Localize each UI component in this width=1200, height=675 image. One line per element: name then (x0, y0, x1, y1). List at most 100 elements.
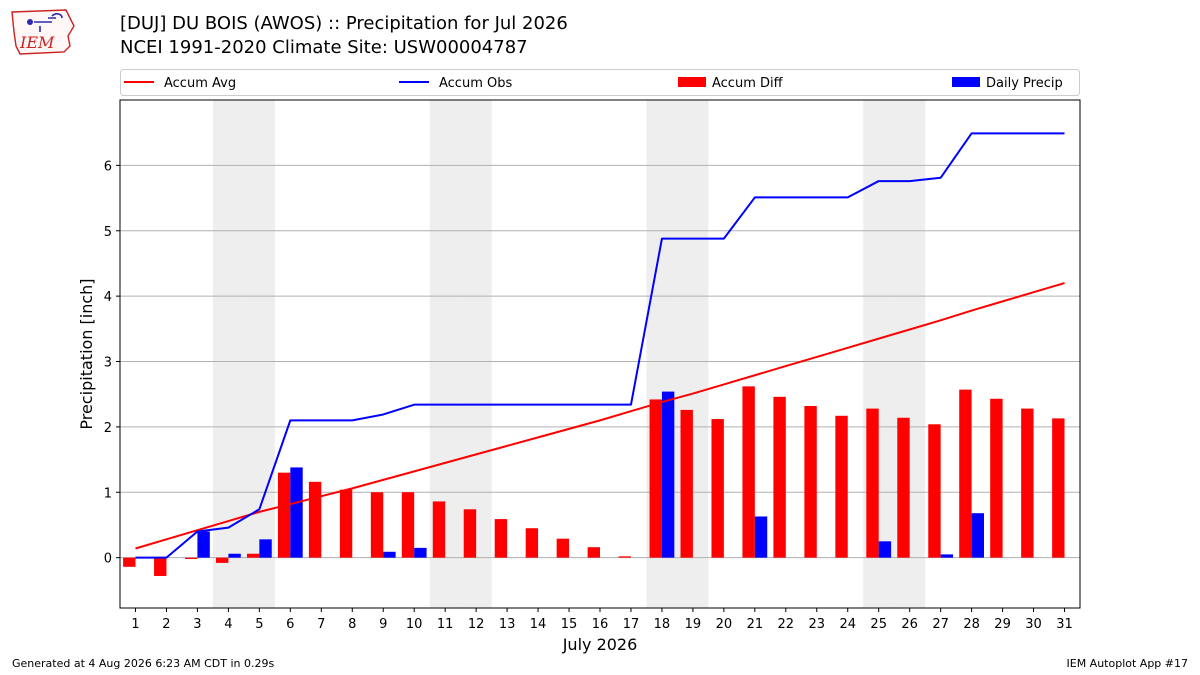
y-tick-label: 2 (104, 421, 112, 436)
x-axis-label: July 2026 (562, 635, 638, 654)
accum-diff-bar (835, 415, 848, 558)
x-tick-label: 19 (685, 617, 702, 632)
accum-diff-bar (649, 399, 662, 558)
y-tick-label: 6 (104, 159, 112, 174)
x-tick-label: 11 (437, 617, 454, 632)
accum-diff-bar (866, 408, 879, 558)
weekend-band (243, 100, 275, 608)
accum-diff-bar (216, 557, 229, 563)
daily-precip-bar (228, 553, 241, 558)
accum-diff-bar (185, 557, 198, 559)
accum-diff-bar (525, 528, 539, 558)
accum-diff-bar (339, 489, 353, 558)
y-axis-label: Precipitation [inch] (77, 278, 96, 429)
legend-frame (120, 69, 1080, 96)
bars (123, 386, 1065, 576)
accum-diff-bar (277, 472, 291, 558)
x-tick-label: 14 (530, 617, 547, 632)
weekend-band (212, 100, 244, 608)
x-tick-label: 6 (286, 617, 294, 632)
accum-diff-bar (618, 556, 631, 558)
daily-precip-bar (414, 547, 427, 558)
accum-avg-line (135, 282, 1065, 550)
footer-app: IEM Autoplot App #17 (1066, 657, 1189, 670)
legend-swatch-bar (678, 77, 706, 87)
x-tick-label: 13 (499, 617, 516, 632)
accum-diff-bar (154, 557, 167, 576)
daily-precip-bar (197, 531, 210, 558)
accum-diff-bar (556, 538, 570, 558)
legend-label: Accum Avg (164, 76, 236, 91)
x-tick-label: 16 (592, 617, 609, 632)
x-tick-label: 29 (994, 617, 1011, 632)
x-tick-label: 22 (778, 617, 795, 632)
daily-precip-bar (754, 516, 768, 558)
daily-precip-bar (290, 467, 303, 558)
x-tick-label: 12 (468, 617, 485, 632)
x-tick-label: 7 (317, 617, 325, 632)
x-tick-label: 26 (901, 617, 918, 632)
accum-diff-bar (897, 417, 910, 558)
x-tick-label: 18 (654, 617, 671, 632)
accum-diff-bar (711, 419, 724, 558)
iem-logo: IEM (11, 9, 75, 55)
accum-diff-bar (494, 519, 508, 558)
legend: Accum Avg Accum Obs Accum Diff Daily Precip (120, 69, 1080, 96)
legend-swatch-bar (952, 77, 980, 87)
daily-precip-bar (259, 539, 272, 558)
accum-obs-line (135, 132, 1065, 559)
x-tick-label: 8 (348, 617, 356, 632)
x-tick-label: 25 (870, 617, 887, 632)
accum-diff-bar (401, 492, 415, 558)
daily-precip-bar (878, 541, 892, 558)
accum-diff-bar (1052, 418, 1065, 558)
accum-diff-bar (587, 547, 600, 558)
accum-diff-bar (463, 509, 477, 558)
x-tick-label: 24 (839, 617, 856, 632)
weather-station-icon (27, 19, 33, 25)
x-tick-label: 9 (379, 617, 387, 632)
accum-diff-bar (990, 398, 1003, 558)
x-tick-label: 2 (162, 617, 170, 632)
y-tick-label: 3 (104, 356, 112, 371)
accum-diff-bar (804, 405, 817, 558)
accum-diff-bar (680, 409, 693, 558)
y-tick-label: 4 (104, 290, 112, 305)
x-tick-label: 15 (561, 617, 578, 632)
legend-label: Accum Diff (712, 76, 784, 91)
daily-precip-bar (971, 513, 984, 558)
x-tick-label: 20 (716, 617, 733, 632)
chart-title: [DUJ] DU BOIS (AWOS) :: Precipitation fo… (120, 13, 568, 34)
y-tick-label: 0 (104, 552, 112, 567)
daily-precip-bar (940, 554, 954, 558)
y-tick-label: 1 (104, 486, 112, 501)
footer-generated: Generated at 4 Aug 2026 6:23 AM CDT in 0… (12, 657, 275, 670)
accum-diff-bar (246, 553, 260, 558)
lines (135, 132, 1065, 559)
accum-diff-bar (959, 389, 972, 558)
chart-subtitle: NCEI 1991-2020 Climate Site: USW00004787 (120, 37, 528, 58)
accum-diff-bar (1021, 408, 1034, 558)
x-tick-label: 5 (255, 617, 263, 632)
accum-diff-bar (123, 557, 136, 567)
x-tick-label: 28 (963, 617, 980, 632)
accum-diff-bar (928, 424, 941, 558)
x-tick-label: 23 (809, 617, 826, 632)
daily-precip-bar (661, 391, 675, 558)
x-tick-label: 1 (131, 617, 139, 632)
accum-diff-bar (773, 396, 786, 558)
logo-text: IEM (19, 33, 55, 52)
x-tick-label: 31 (1056, 617, 1073, 632)
x-tick-label: 3 (193, 617, 201, 632)
y-tick-label: 5 (104, 225, 112, 240)
daily-precip-bar (383, 551, 396, 558)
accum-diff-bar (370, 492, 384, 558)
x-tick-label: 21 (747, 617, 764, 632)
x-tick-label: 4 (224, 617, 232, 632)
accum-diff-bar (742, 386, 755, 558)
x-tick-label: 30 (1025, 617, 1042, 632)
legend-label: Daily Precip (986, 76, 1063, 91)
x-tick-label: 10 (406, 617, 423, 632)
